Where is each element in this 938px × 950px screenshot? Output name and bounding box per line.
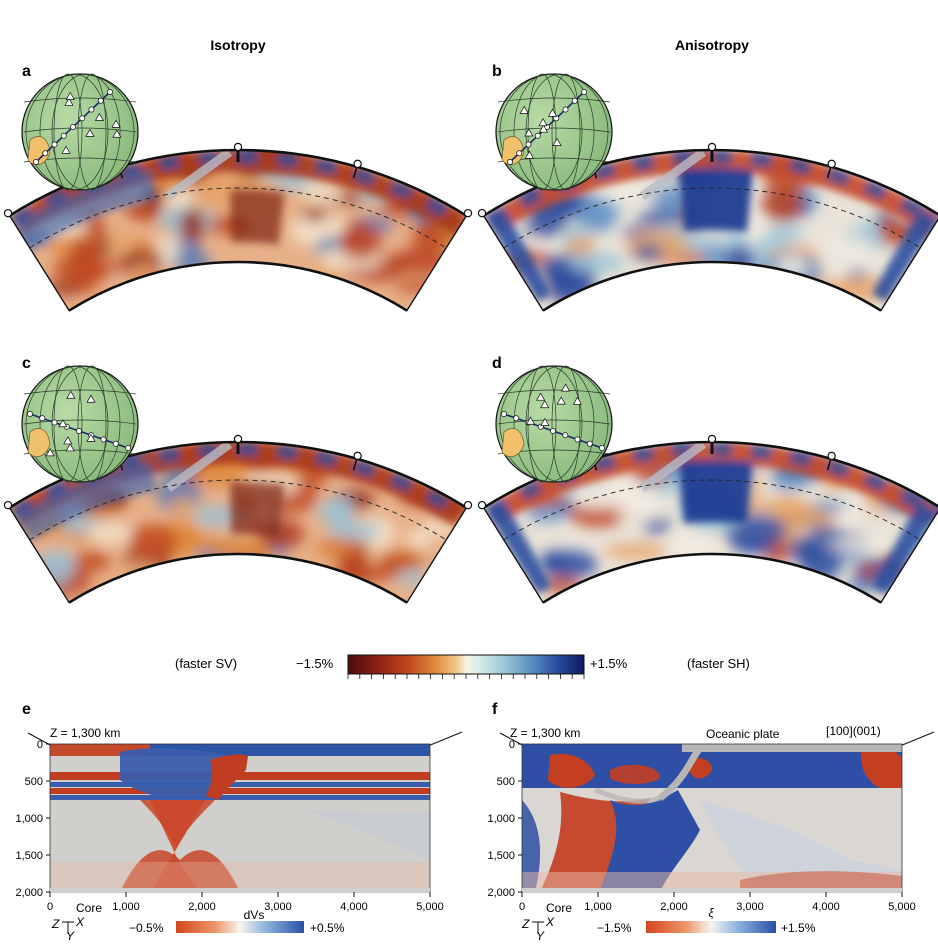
globe-icon-b [495,73,613,191]
cb-max-f: +1.5% [781,921,816,935]
panel-letter-b: b [492,63,502,80]
colorbar-left-note: (faster SV) [175,656,237,671]
depth-tick-label: 1,000 [15,813,43,825]
axis-glyph-y-e: Y [66,929,75,943]
cb-label-e: dVs [244,908,265,922]
distance-tick-label: 5,000 [888,901,916,913]
panel-letter-c: c [22,355,31,372]
tomography-section-c [3,365,473,604]
colorbar-ticks [347,674,585,679]
cb-min-e: −0.5% [129,921,164,935]
distance-tick-label: 0 [47,901,53,913]
panel-letter-d: d [492,355,502,372]
model-field-f [522,744,902,892]
colorbar-min-label: −1.5% [296,656,334,671]
distance-tick-label: 2,000 [188,901,216,913]
depth-tick-label: 2,000 [487,887,515,899]
depth-tick-label: 500 [25,776,43,788]
depth-tick-label: 500 [497,776,515,788]
column-title-anisotropy: Anisotropy [675,37,749,53]
distance-tick-label: 0 [519,901,525,913]
frame-line-f-right [899,731,935,747]
cb-label-f: ξ [708,906,714,920]
colorbar-right-note: (faster SH) [687,656,750,671]
axis-e: 0 500 1,000 1,500 2,000 0 1,000 2,000 3,000 4,000… [15,739,443,913]
fabric-label-f: [100](001) [826,724,881,738]
core-label-f: Core [546,901,572,915]
colorbar-main-gradient [347,654,585,675]
plate-label-f: Oceanic plate [706,727,780,741]
axis-glyph-arrows-f [532,921,544,934]
depth-label-e: Z = 1,300 km [50,726,120,740]
distance-tick-label: 5,000 [416,901,444,913]
axis-glyph-arrows-e [62,921,74,934]
cb-max-e: +0.5% [310,921,345,935]
core-label-e: Core [76,901,102,915]
axis-glyph-z-f: Z [521,917,530,931]
colorbar-main: (faster SV) −1.5% +1.5% (faster SH) [175,654,750,679]
column-title-isotropy: Isotropy [210,37,265,53]
globe-icon-d [495,365,613,483]
tomography-section-a [3,73,473,312]
distance-tick-label: 2,000 [660,901,688,913]
colorbar-max-label: +1.5% [590,656,628,671]
model-panel-e: Z = 1,300 km 0 500 1,000 1,500 2,000 0 1,000 2,… [15,726,463,943]
cb-gradient-e [176,921,304,933]
distance-tick-label: 1,000 [112,901,140,913]
distance-tick-label: 1,000 [584,901,612,913]
depth-tick-label: 1,000 [487,813,515,825]
distance-tick-label: 4,000 [340,901,368,913]
axis-glyph-x-e: X [75,915,85,929]
depth-label-f: Z = 1,300 km [510,726,580,740]
distance-tick-label: 3,000 [264,901,292,913]
depth-tick-label: 1,500 [487,850,515,862]
panel-letter-f: f [492,701,498,718]
globe-icon-a [21,73,139,191]
depth-tick-label: 1,500 [15,850,43,862]
panel-letter-e: e [22,701,31,718]
globe-icon-c [21,365,139,483]
axis-f: 0 500 1,000 1,500 2,000 0 1,000 2,000 3,000 4,000… [487,739,915,913]
axis-glyph-z-e: Z [51,917,60,931]
axis-glyph-x-f: X [545,915,555,929]
depth-tick-label: 0 [37,739,43,751]
model-panel-f: Z = 1,300 km Oceanic plate [100](001) 0 [487,724,935,943]
tomography-section-d [477,365,938,604]
depth-tick-label: 0 [509,739,515,751]
cb-gradient-f [646,921,776,933]
distance-tick-label: 3,000 [736,901,764,913]
tomography-section-b [477,73,938,312]
model-field-e [50,744,430,892]
axis-glyph-y-f: Y [536,929,545,943]
frame-line-e-right [427,731,463,747]
cb-min-f: −1.5% [597,921,632,935]
distance-tick-label: 4,000 [812,901,840,913]
panel-letter-a: a [22,63,31,80]
depth-tick-label: 2,000 [15,887,43,899]
